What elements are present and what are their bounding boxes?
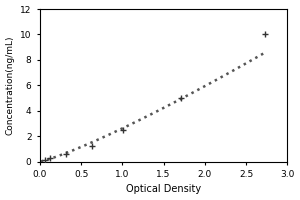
Y-axis label: Concentration(ng/mL): Concentration(ng/mL) — [6, 36, 15, 135]
X-axis label: Optical Density: Optical Density — [126, 184, 201, 194]
